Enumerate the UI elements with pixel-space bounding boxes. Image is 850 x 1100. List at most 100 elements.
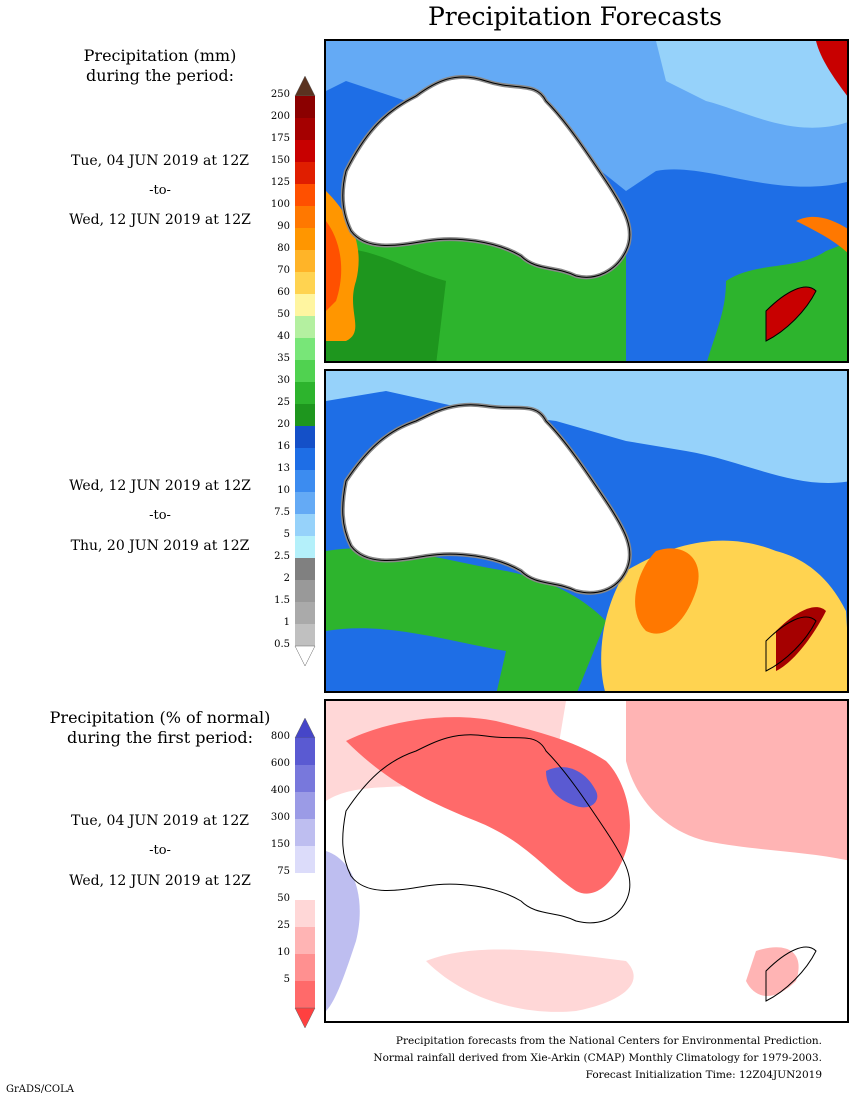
- nz-orange-strip: [796, 216, 847, 253]
- pct-colorbar-top-arrow: [294, 718, 316, 739]
- precip-colorbar-tick-label: 20: [277, 419, 290, 430]
- pct-colorbar-bar-graphic: [294, 718, 316, 1029]
- precip-colorbar-tick-label: 200: [270, 111, 290, 122]
- pct-colorbar-swatch: [295, 900, 315, 927]
- precip-heading-line2: during the period:: [86, 66, 234, 85]
- precip-colorbar-tick-label: 2.5: [274, 551, 290, 562]
- pct-colorbar-tick-label: 400: [270, 785, 290, 796]
- pct-colorbar-tick-label: 600: [270, 758, 290, 769]
- precip-colorbar-swatch: [295, 558, 315, 580]
- pink-south-area: [426, 949, 634, 1012]
- nz-pink-area: [746, 947, 799, 996]
- precip-colorbar-swatch: [295, 250, 315, 272]
- pct-colorbar-tick-label: 800: [270, 731, 290, 742]
- period1-start: Tue, 04 JUN 2019 at 12Z: [71, 153, 249, 169]
- precip-colorbar-tick-label: 80: [277, 243, 290, 254]
- pct-colorbar-tick-label: 150: [270, 839, 290, 850]
- footer-line3: Forecast Initialization Time: 12Z04JUN20…: [585, 1069, 822, 1081]
- precip-colorbar-swatch: [295, 272, 315, 294]
- new-zealand-outline: [765, 946, 817, 1002]
- precip-colorbar-swatch: [295, 206, 315, 228]
- pct-colorbar-tick-label: 5: [283, 974, 290, 985]
- precip-colorbar-tick-label: 150: [270, 155, 290, 166]
- precip-colorbar-tick-label: 250: [270, 89, 290, 100]
- precip-map-period1: [326, 41, 847, 361]
- precip-colorbar-swatch: [295, 448, 315, 470]
- map-panel-pct-normal: [324, 699, 849, 1023]
- precip-colorbar-tick-label: 2: [283, 573, 290, 584]
- precip-colorbar-swatch: [295, 382, 315, 404]
- precip-colorbar-swatch: [295, 514, 315, 536]
- precip-colorbar-tick-label: 30: [277, 375, 290, 386]
- map-panel-period2: [324, 369, 849, 693]
- precip-colorbar-bar-graphic: [294, 76, 316, 667]
- pct-colorbar-swatch: [295, 981, 315, 1008]
- precip-colorbar-tick-label: 13: [277, 463, 290, 474]
- precip-map-period2: [326, 371, 847, 691]
- pct-period-to: -to-: [149, 843, 171, 858]
- pct-period-end: Wed, 12 JUN 2019 at 12Z: [69, 873, 251, 889]
- precip-colorbar-tick-label: 125: [270, 177, 290, 188]
- precip-colorbar-swatch: [295, 536, 315, 558]
- australia-coastline: [342, 404, 631, 594]
- map-panel-period1: [324, 39, 849, 363]
- pct-period-start: Tue, 04 JUN 2019 at 12Z: [71, 813, 249, 829]
- pct-heading-line1: Precipitation (% of normal): [49, 708, 271, 727]
- blue-west-area: [326, 851, 360, 1011]
- precip-colorbar-swatch: [295, 140, 315, 162]
- period2-to: -to-: [149, 508, 171, 523]
- precip-colorbar-tick-label: 40: [277, 331, 290, 342]
- precip-colorbar-swatch: [295, 602, 315, 624]
- australia-coastline: [342, 734, 631, 924]
- period1-end: Wed, 12 JUN 2019 at 12Z: [69, 212, 251, 228]
- period2-end: Thu, 20 JUN 2019 at 12Z: [70, 538, 250, 554]
- precip-colorbar-tick-label: 0.5: [274, 639, 290, 650]
- pct-colorbar-swatch: [295, 738, 315, 765]
- australia-coastline: [342, 76, 631, 278]
- precip-colorbar-tick-label: 100: [270, 199, 290, 210]
- red-area: [326, 221, 342, 311]
- footer-line1: Precipitation forecasts from the Nationa…: [395, 1035, 822, 1047]
- precip-colorbar-tick-label: 25: [277, 397, 290, 408]
- period2-start: Wed, 12 JUN 2019 at 12Z: [69, 478, 251, 494]
- blue-anomaly: [546, 767, 598, 808]
- precip-colorbar-tick-label: 70: [277, 265, 290, 276]
- pct-colorbar-tick-label: 10: [277, 947, 290, 958]
- precip-colorbar-swatch: [295, 580, 315, 602]
- precip-colorbar-bottom-arrow: [294, 645, 316, 667]
- precip-colorbar-tick-label: 35: [277, 353, 290, 364]
- precip-colorbar-tick-label: 10: [277, 485, 290, 496]
- precip-colorbar-swatch: [295, 404, 315, 426]
- credit: GrADS/COLA: [6, 1084, 74, 1095]
- precip-colorbar-swatch: [295, 492, 315, 514]
- pct-normal-map: [326, 701, 847, 1021]
- pct-colorbar-swatch: [295, 954, 315, 981]
- pct-colorbar-tick-label: 50: [277, 893, 290, 904]
- precip-colorbar-swatch: [295, 338, 315, 360]
- pct-colorbar-tick-label: 25: [277, 920, 290, 931]
- precip-colorbar-swatch: [295, 294, 315, 316]
- pale-blue-band: [656, 41, 847, 128]
- blue-south-band: [326, 628, 506, 691]
- precip-colorbar-tick-label: 5: [283, 529, 290, 540]
- orange-area: [635, 548, 699, 634]
- precip-colorbar-swatch: [295, 470, 315, 492]
- new-zealand-outline: [765, 286, 817, 342]
- pct-colorbar-tick-label: 75: [277, 866, 290, 877]
- top-right-red: [816, 41, 847, 96]
- precip-colorbar-tick-label: 1: [283, 617, 290, 628]
- precip-heading-line1: Precipitation (mm): [83, 46, 237, 65]
- pale-blue-band: [326, 371, 847, 484]
- precip-colorbar-swatch: [295, 118, 315, 140]
- precip-colorbar-swatch: [295, 162, 315, 184]
- pct-colorbar-tick-label: 300: [270, 812, 290, 823]
- precip-colorbar-tick-label: 50: [277, 309, 290, 320]
- pct-colorbar-swatch: [295, 819, 315, 846]
- precip-colorbar-swatch: [295, 360, 315, 382]
- precip-colorbar-tick-label: 60: [277, 287, 290, 298]
- pct-colorbar-swatch: [295, 927, 315, 954]
- precip-heading: Precipitation (mm) during the period:: [20, 46, 300, 86]
- precip-colorbar-tick-label: 1.5: [274, 595, 290, 606]
- red-area: [346, 717, 630, 894]
- precip-colorbar-tick-label: 7.5: [274, 507, 290, 518]
